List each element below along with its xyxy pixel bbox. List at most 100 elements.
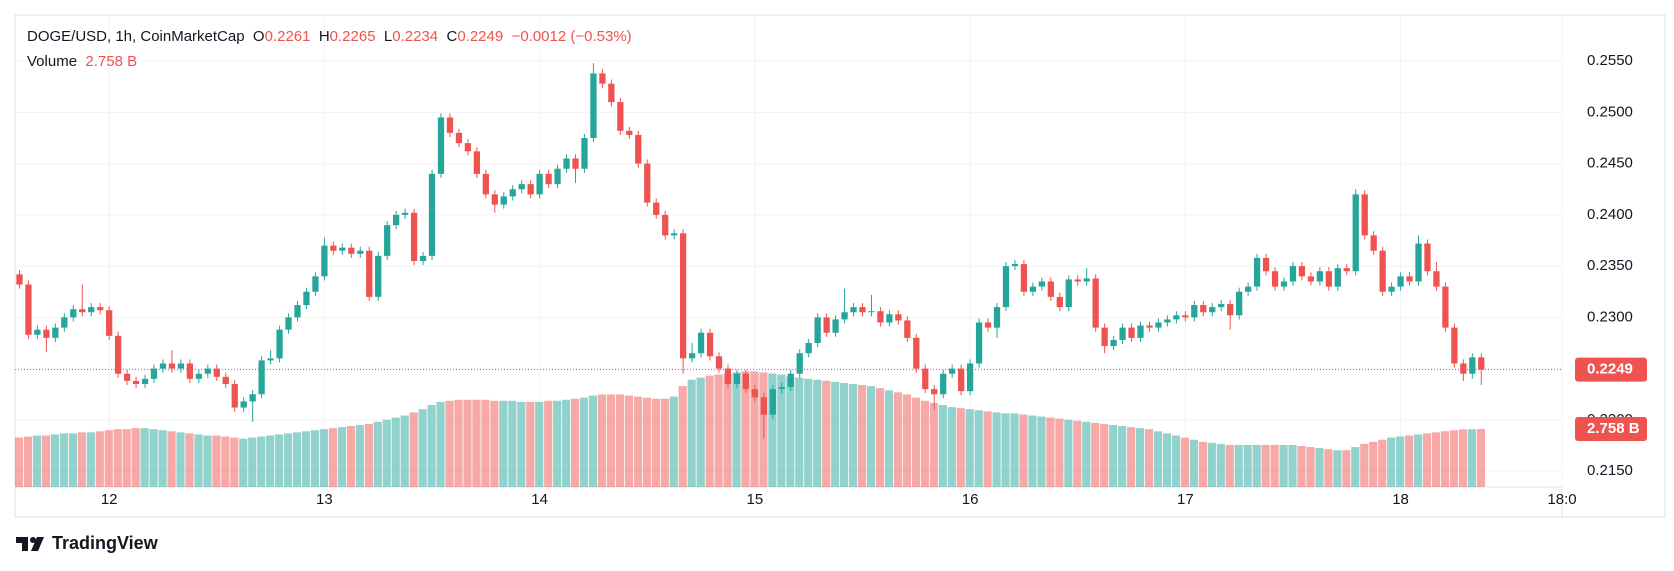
volume-bar — [499, 400, 508, 487]
volume-bar — [328, 428, 338, 487]
candle-body — [168, 363, 176, 369]
y-tick-label: 0.2150 — [1587, 462, 1633, 479]
volume-bar — [337, 427, 347, 487]
candle-body — [832, 319, 839, 333]
last-volume-label: 2.758 B — [1587, 420, 1640, 437]
volume-bar — [1162, 433, 1172, 487]
candle-body — [43, 329, 50, 338]
candle-body — [123, 373, 131, 381]
candle-body — [366, 250, 373, 297]
brand-logo — [16, 536, 44, 551]
volume-bar — [131, 428, 140, 487]
candle-body — [850, 307, 857, 313]
candle-body — [671, 233, 678, 236]
volume-bar — [804, 378, 813, 487]
volume-bar — [1306, 447, 1315, 487]
candle-body — [240, 401, 247, 408]
candle-body — [1244, 286, 1252, 292]
candle-body — [276, 329, 283, 359]
volume-bar — [606, 394, 616, 487]
candle-body — [1236, 291, 1243, 316]
candle-body — [688, 353, 696, 359]
volume-bar — [1207, 442, 1216, 487]
candle-body — [1352, 194, 1359, 272]
volume-bar — [714, 374, 723, 487]
candle-body — [796, 353, 803, 374]
candle-body — [132, 380, 140, 384]
volume-bar — [1118, 426, 1127, 487]
volume-bar — [1279, 444, 1288, 487]
volume-bar — [750, 371, 759, 487]
volume-bar — [1073, 420, 1082, 487]
candle-body — [536, 173, 543, 195]
candle-body — [1433, 271, 1440, 287]
candle-body — [527, 184, 534, 195]
x-tick-label: 18 — [1392, 491, 1409, 508]
candle-body — [922, 368, 929, 390]
volume-bar — [1082, 421, 1091, 487]
candle-body — [653, 202, 660, 215]
volume-bar — [1198, 441, 1207, 487]
volume-bar — [32, 435, 42, 487]
candle-body — [1065, 279, 1072, 308]
candle-body — [1334, 268, 1341, 287]
volume-bar — [1225, 444, 1234, 487]
volume-bar — [41, 435, 51, 487]
candle-body — [114, 335, 122, 374]
candle-body — [984, 322, 992, 328]
volume-bar — [158, 430, 167, 487]
candle-body — [742, 373, 750, 390]
volume-bar — [938, 405, 947, 487]
volume-bar — [436, 401, 445, 487]
volume-bar — [1324, 449, 1333, 487]
candle-body — [1451, 327, 1458, 364]
volume-bar — [965, 409, 974, 487]
candle-body — [940, 373, 947, 395]
candle-body — [1325, 271, 1332, 287]
candle-body — [1128, 327, 1135, 338]
candle-body — [1442, 286, 1449, 328]
brand-name: TradingView — [52, 533, 158, 553]
x-tick-label: 14 — [531, 491, 548, 508]
volume-bar — [1234, 444, 1243, 487]
volume-bar — [1189, 439, 1198, 487]
candle-body — [805, 342, 812, 354]
volume-bar — [50, 434, 60, 487]
candle-body — [339, 247, 346, 251]
candle-body — [1209, 307, 1216, 313]
volume-bar — [866, 386, 876, 487]
candle-body — [195, 373, 202, 379]
candle-body — [303, 291, 310, 306]
candles — [16, 63, 1485, 439]
volume-bar — [319, 429, 329, 487]
brand[interactable]: TradingView — [16, 533, 158, 554]
volume-bar — [373, 421, 382, 487]
volume-bar — [1396, 436, 1405, 487]
candle-body — [267, 358, 274, 361]
volume-bar — [1440, 431, 1450, 487]
volume-bar — [1405, 435, 1414, 487]
volume-bar — [687, 379, 696, 487]
candle-body — [1029, 286, 1037, 292]
candle-body — [1460, 363, 1467, 374]
c-value: 0.2249 — [457, 28, 504, 45]
volume-bar — [1342, 450, 1351, 487]
volume-bar — [1378, 439, 1387, 487]
volume-bar — [248, 437, 257, 487]
volume-bar — [571, 398, 580, 487]
volume-bar — [1360, 443, 1369, 487]
candle-body — [769, 389, 776, 415]
volume-bar — [167, 431, 176, 487]
candle-body — [16, 274, 23, 285]
volume-bar — [346, 426, 355, 487]
volume-bar — [1064, 419, 1073, 487]
candle-body — [715, 356, 723, 369]
volume-bar — [1216, 443, 1225, 487]
c-prefix: C — [446, 28, 458, 45]
volume-bar — [454, 399, 463, 487]
volume-bar — [1431, 432, 1441, 487]
candle-body — [787, 373, 794, 388]
candle-body — [1415, 243, 1422, 282]
candle-body — [455, 132, 463, 144]
